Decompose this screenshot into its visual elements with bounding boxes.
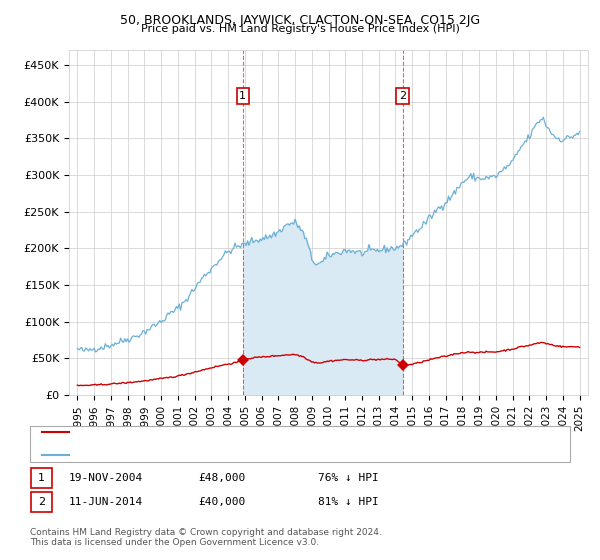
- Text: £48,000: £48,000: [198, 473, 245, 483]
- Text: 11-JUN-2014: 11-JUN-2014: [69, 497, 143, 507]
- Text: Price paid vs. HM Land Registry's House Price Index (HPI): Price paid vs. HM Land Registry's House …: [140, 24, 460, 34]
- Text: £40,000: £40,000: [198, 497, 245, 507]
- Text: 2: 2: [399, 91, 406, 101]
- Text: 2: 2: [38, 497, 45, 507]
- Text: 1: 1: [38, 473, 45, 483]
- Text: 50, BROOKLANDS, JAYWICK, CLACTON-ON-SEA, CO15 2JG (detached house): 50, BROOKLANDS, JAYWICK, CLACTON-ON-SEA,…: [72, 427, 466, 437]
- Text: 19-NOV-2004: 19-NOV-2004: [69, 473, 143, 483]
- Text: 81% ↓ HPI: 81% ↓ HPI: [318, 497, 379, 507]
- Text: 1: 1: [239, 91, 246, 101]
- Text: 76% ↓ HPI: 76% ↓ HPI: [318, 473, 379, 483]
- Text: HPI: Average price, detached house, Tendring: HPI: Average price, detached house, Tend…: [72, 450, 310, 460]
- Text: 50, BROOKLANDS, JAYWICK, CLACTON-ON-SEA, CO15 2JG: 50, BROOKLANDS, JAYWICK, CLACTON-ON-SEA,…: [120, 14, 480, 27]
- Text: Contains HM Land Registry data © Crown copyright and database right 2024.
This d: Contains HM Land Registry data © Crown c…: [30, 528, 382, 547]
